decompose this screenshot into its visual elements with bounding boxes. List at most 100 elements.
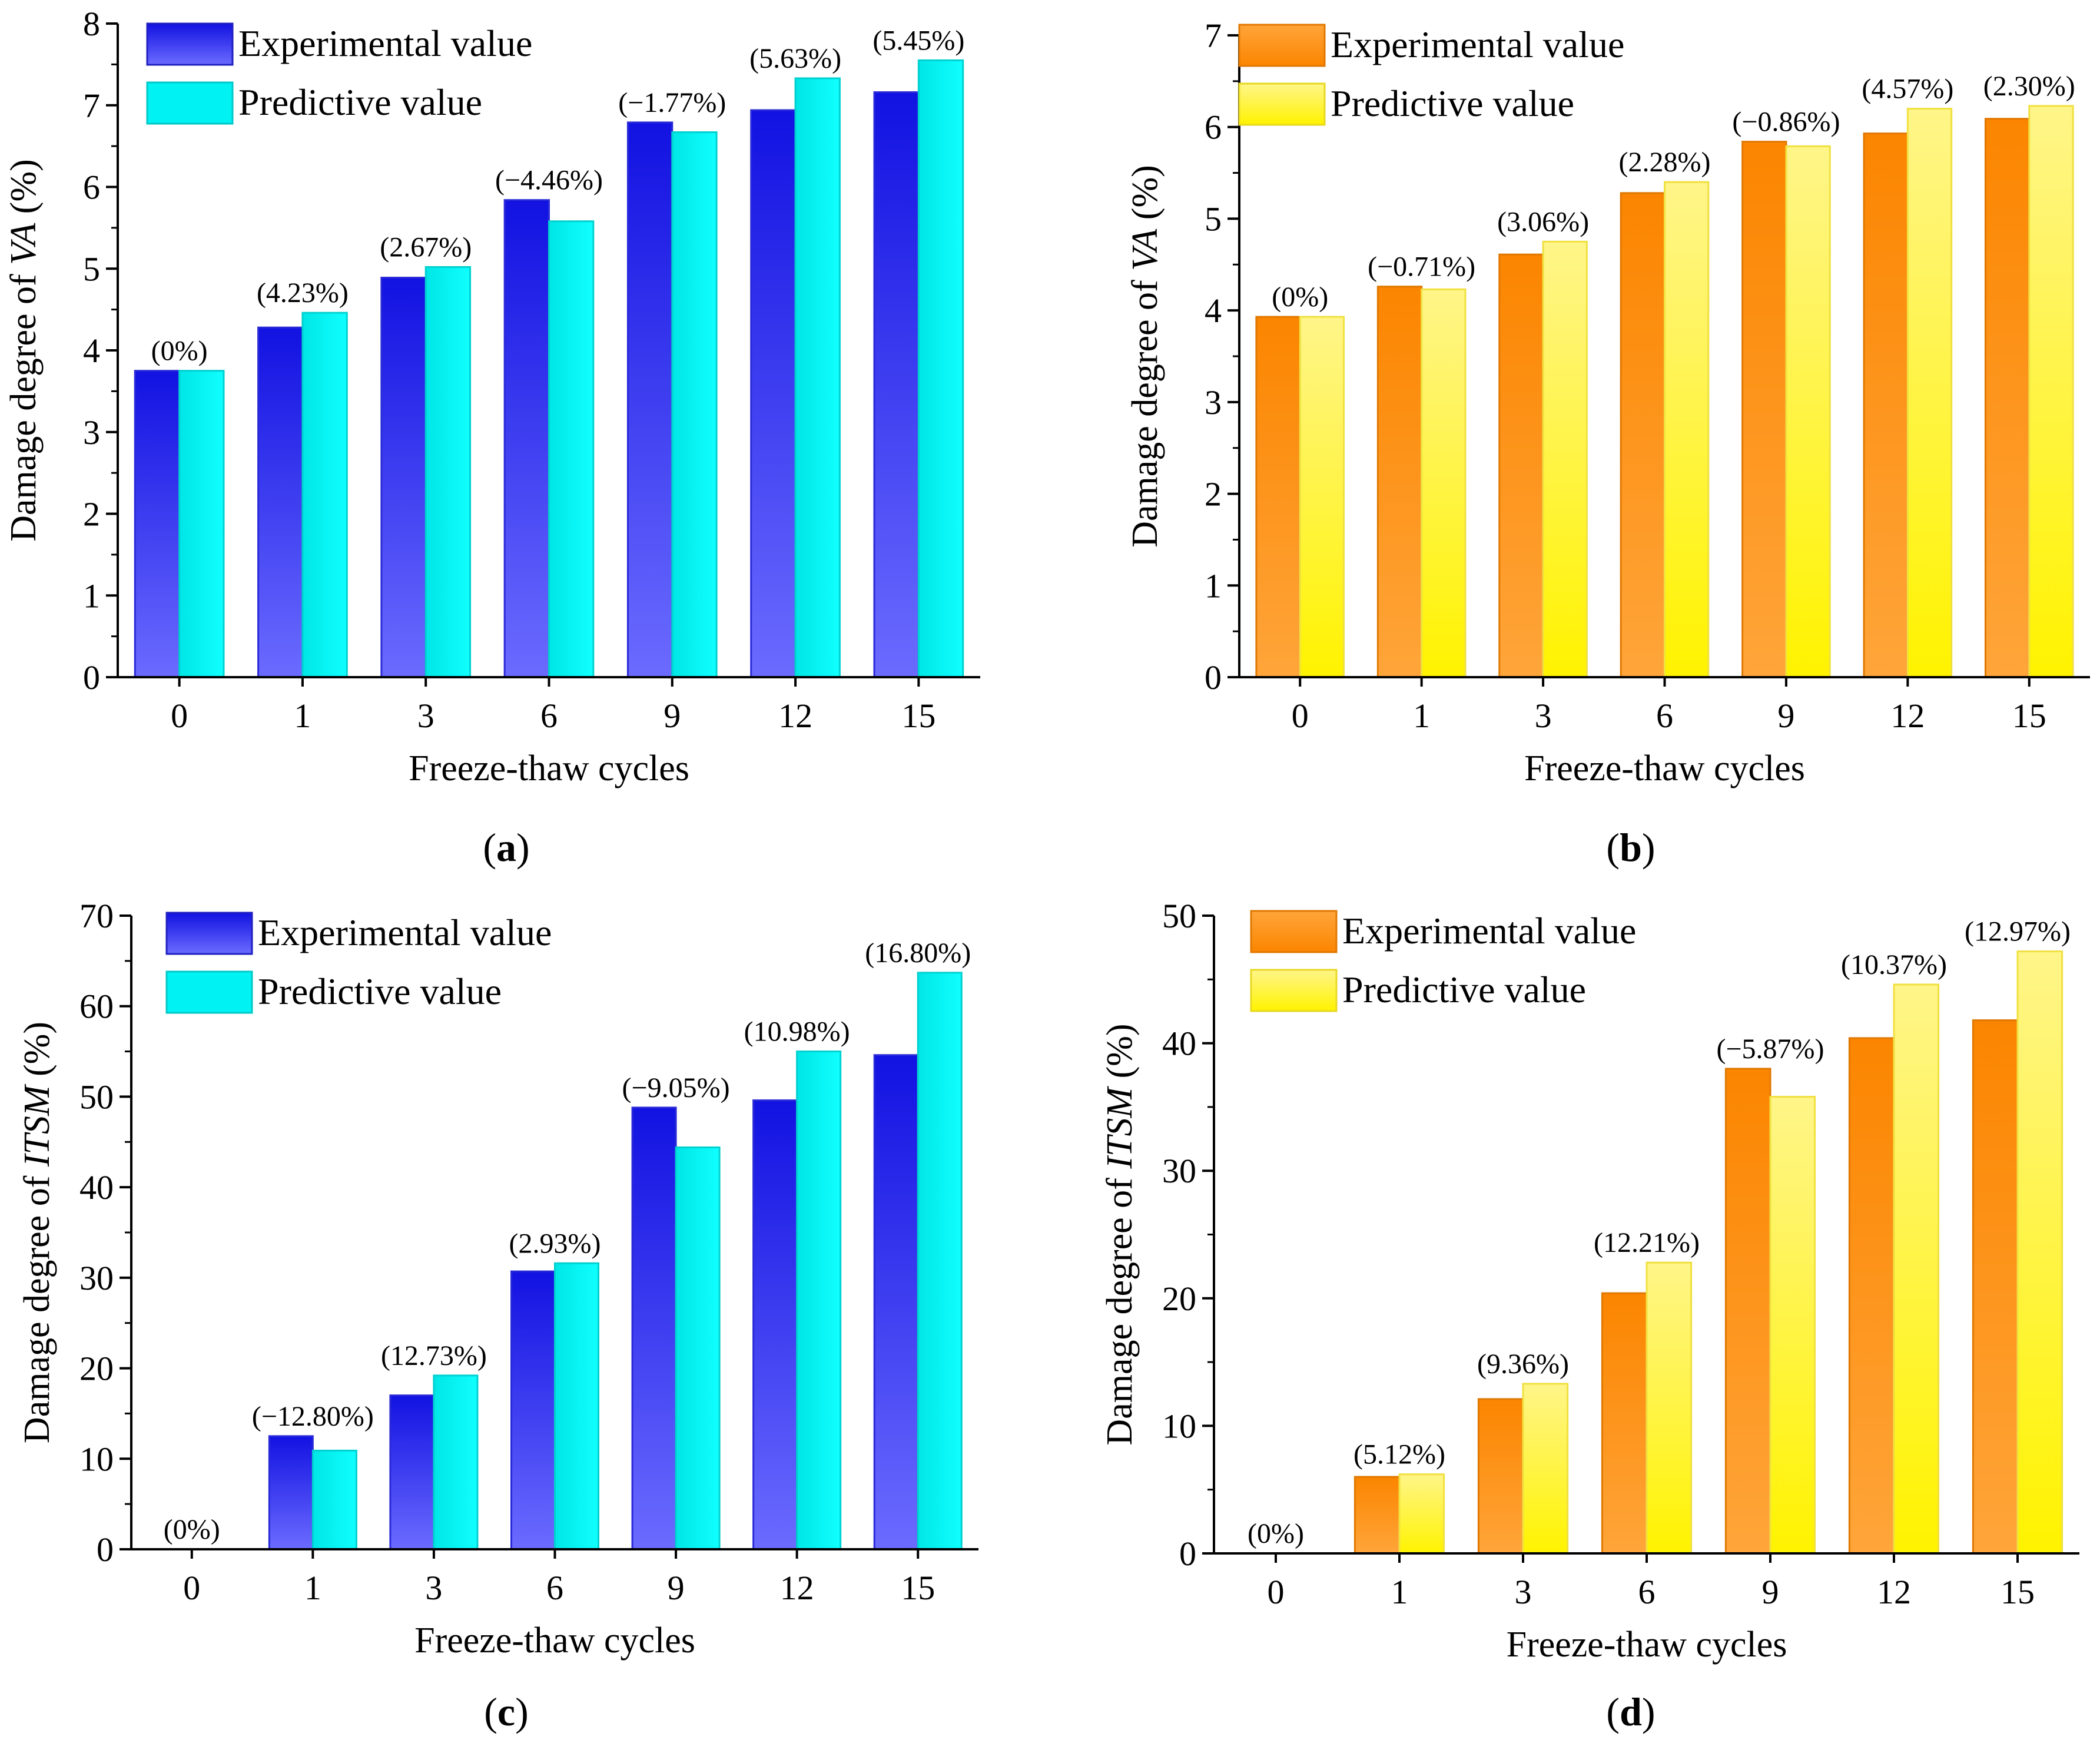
bar-experimental-12 xyxy=(1848,1037,1895,1555)
data-label-0: (0%) xyxy=(151,336,208,367)
bar-experimental-12 xyxy=(752,1099,798,1550)
y-tick-label-3: 3 xyxy=(1205,383,1222,422)
data-label-3: (2.67%) xyxy=(380,231,472,263)
x-tick-label-3: 3 xyxy=(425,1569,442,1607)
data-label-3: (9.36%) xyxy=(1477,1348,1569,1380)
y-tick-label-20: 20 xyxy=(1162,1280,1196,1318)
x-tick-label-12: 12 xyxy=(1877,1573,1911,1611)
legend-swatch-experimental xyxy=(146,22,234,66)
y-tick-label-30: 30 xyxy=(79,1259,114,1297)
legend-swatch-experimental xyxy=(1238,24,1326,67)
bar-experimental-15 xyxy=(873,1054,919,1550)
y-axis-title-suffix: (%) xyxy=(17,1022,57,1085)
legend-swatch-experimental xyxy=(165,912,253,955)
legend-label-predictive: Predictive value xyxy=(1342,969,1586,1010)
bar-experimental-1 xyxy=(268,1435,314,1550)
bar-predictive-3 xyxy=(424,266,472,678)
y-tick-label-1: 1 xyxy=(1205,566,1222,605)
bar-predictive-6 xyxy=(548,220,595,678)
bar-experimental-3 xyxy=(389,1394,435,1550)
data-label-9: (−1.77%) xyxy=(618,87,726,118)
y-tick-label-2: 2 xyxy=(1205,475,1222,513)
x-tick-label-9: 9 xyxy=(1777,697,1794,735)
x-tick-label-6: 6 xyxy=(546,1569,563,1607)
y-axis-title: Damage degree of ITSM (%) xyxy=(1100,1023,1140,1445)
legend-label-predictive: Predictive value xyxy=(238,81,482,123)
bar-experimental-9 xyxy=(1741,141,1787,678)
data-label-3: (12.73%) xyxy=(381,1340,487,1371)
x-tick-label-1: 1 xyxy=(1413,697,1430,735)
panel-tag-letter: b xyxy=(1620,825,1642,870)
bar-experimental-12 xyxy=(750,109,797,678)
data-label-9: (−5.87%) xyxy=(1716,1033,1824,1065)
bar-predictive-1 xyxy=(301,312,348,678)
x-tick-label-0: 0 xyxy=(171,697,188,735)
bar-predictive-1 xyxy=(1398,1473,1445,1555)
bar-predictive-12 xyxy=(796,1051,842,1550)
data-label-1: (4.23%) xyxy=(257,277,349,309)
bar-experimental-6 xyxy=(510,1270,556,1550)
legend-swatch-predictive xyxy=(1250,969,1338,1012)
y-tick-label-6: 6 xyxy=(1205,108,1222,147)
legend-label-experimental: Experimental value xyxy=(258,912,552,953)
y-axis-title: Damage degree of VA (%) xyxy=(4,159,44,542)
data-label-0: (0%) xyxy=(1272,281,1328,313)
panel-tag: (a) xyxy=(483,825,529,870)
x-tick-label-0: 0 xyxy=(183,1569,200,1607)
y-axis-title-variable: ITSM xyxy=(17,1083,57,1167)
bar-experimental-3 xyxy=(1498,253,1544,678)
x-tick-label-0: 0 xyxy=(1292,697,1309,735)
data-label-15: (16.80%) xyxy=(865,937,971,969)
bar-predictive-9 xyxy=(675,1146,721,1550)
bar-experimental-0 xyxy=(134,370,181,678)
y-tick-label-7: 7 xyxy=(1205,16,1222,55)
y-tick-label-0: 0 xyxy=(83,658,100,697)
bar-predictive-9 xyxy=(671,131,718,678)
y-tick-label-0: 0 xyxy=(97,1530,114,1569)
x-tick-label-15: 15 xyxy=(2012,697,2046,735)
bar-experimental-3 xyxy=(1477,1398,1524,1555)
bar-predictive-9 xyxy=(1769,1096,1816,1555)
y-tick-label-5: 5 xyxy=(83,250,100,288)
x-tick-label-12: 12 xyxy=(778,697,812,735)
x-axis-title: Freeze-thaw cycles xyxy=(1507,1625,1787,1665)
y-tick-label-70: 70 xyxy=(79,897,114,935)
y-tick-label-10: 10 xyxy=(79,1440,114,1478)
x-tick-label-12: 12 xyxy=(1890,697,1925,735)
data-label-1: (5.12%) xyxy=(1353,1439,1445,1470)
y-axis-title-prefix: Damage degree of xyxy=(4,265,44,542)
panel-tag-letter: c xyxy=(497,1689,515,1734)
bar-predictive-12 xyxy=(794,77,841,678)
bar-predictive-15 xyxy=(917,972,963,1550)
bar-predictive-12 xyxy=(1893,983,1940,1555)
bar-predictive-15 xyxy=(2028,105,2074,678)
x-tick-label-15: 15 xyxy=(2001,1573,2035,1611)
bar-experimental-1 xyxy=(257,326,304,678)
bar-experimental-6 xyxy=(1620,192,1666,678)
bar-experimental-6 xyxy=(1601,1292,1648,1555)
x-axis-title: Freeze-thaw cycles xyxy=(414,1621,695,1661)
y-axis-title-variable: VA xyxy=(4,223,44,265)
bar-predictive-9 xyxy=(1785,145,1831,678)
bar-experimental-1 xyxy=(1376,286,1423,678)
y-axis-title-variable: VA xyxy=(1125,228,1165,271)
data-label-15: (2.30%) xyxy=(1983,71,2075,102)
y-tick-label-60: 60 xyxy=(79,988,114,1026)
data-label-12: (10.37%) xyxy=(1841,949,1947,980)
data-label-9: (−0.86%) xyxy=(1732,107,1840,138)
bar-experimental-9 xyxy=(631,1106,677,1550)
y-tick-label-0: 0 xyxy=(1205,658,1222,697)
data-label-12: (4.57%) xyxy=(1862,74,1953,105)
y-tick-label-4: 4 xyxy=(1205,291,1222,330)
bar-predictive-3 xyxy=(1522,1383,1569,1555)
y-axis-title-suffix: (%) xyxy=(1100,1023,1140,1087)
bar-experimental-3 xyxy=(380,277,427,678)
panel-tag-letter: d xyxy=(1620,1689,1642,1734)
panel-b-chart: (0%) 0 (−0.71%) 1 (3.06%) 3 (2.28%) 6 (−0.86%) 9 (… xyxy=(1125,16,2090,870)
x-tick-label-6: 6 xyxy=(1656,697,1673,735)
x-axis-title: Freeze-thaw cycles xyxy=(1524,748,1805,788)
bar-experimental-12 xyxy=(1863,132,1909,678)
y-axis-title-prefix: Damage degree of xyxy=(1125,271,1165,548)
legend-label-experimental: Experimental value xyxy=(238,22,532,64)
